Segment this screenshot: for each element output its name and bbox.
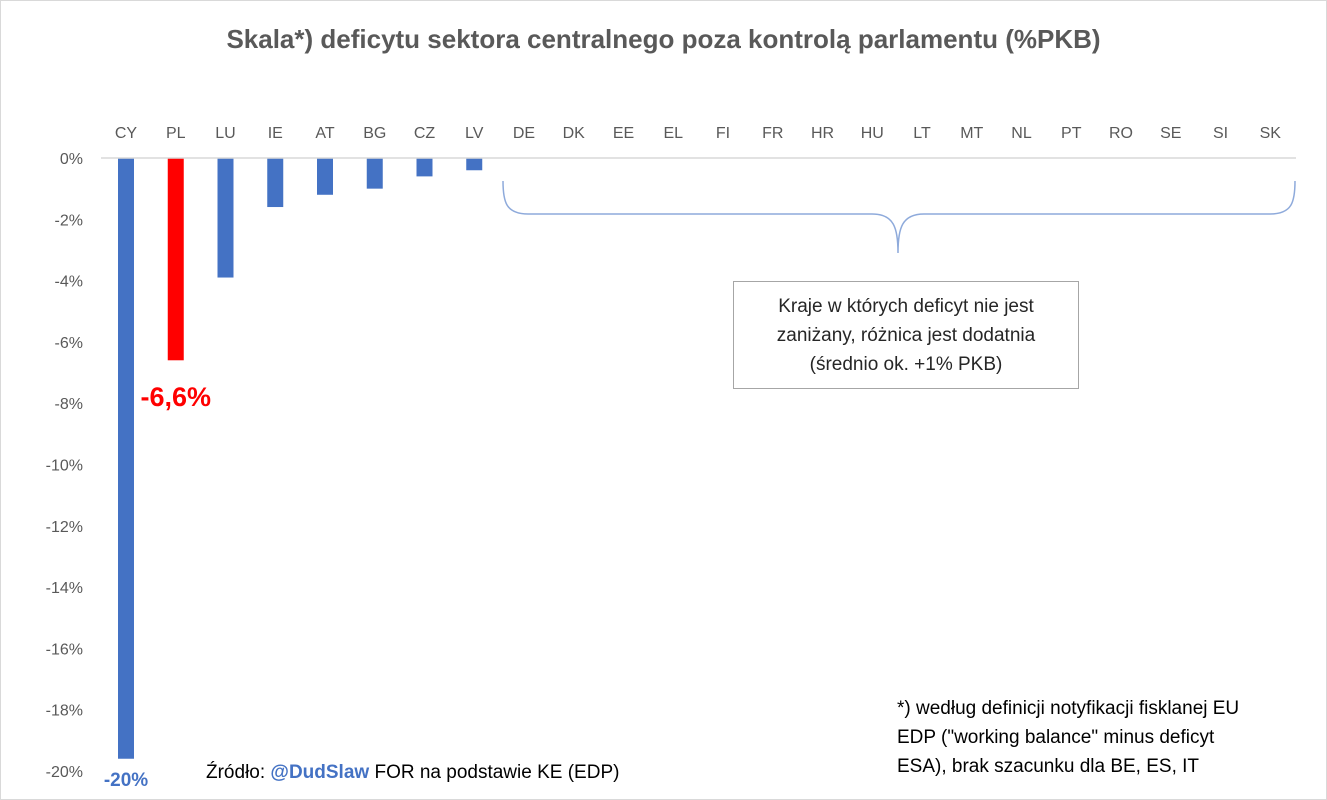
x-tick-label: FR xyxy=(762,125,783,142)
x-tick-label: MT xyxy=(960,125,983,142)
chart-title: Skala*) deficytu sektora centralnego poz… xyxy=(226,24,1101,54)
y-tick-label: -4% xyxy=(55,274,83,291)
x-tick-label: LV xyxy=(465,125,484,142)
x-tick-label: IE xyxy=(268,125,283,142)
y-tick-label: -16% xyxy=(46,641,83,658)
x-tick-label: CY xyxy=(115,125,138,142)
x-tick-label: RO xyxy=(1109,125,1133,142)
source-prefix: Źródło: xyxy=(206,762,271,783)
x-tick-label: SI xyxy=(1213,125,1228,142)
annotation-text: Kraje w których deficyt nie jest zaniżan… xyxy=(777,292,1035,379)
bar-lv xyxy=(466,158,483,171)
footnote-line: EDP ("working balance" minus deficyt xyxy=(897,727,1215,748)
y-tick-label: -6% xyxy=(55,335,83,352)
x-tick-label: BG xyxy=(363,125,386,142)
bar-lu xyxy=(217,158,234,278)
y-tick-label: -10% xyxy=(46,458,83,475)
footnote: *) według definicji notyfikacji fisklane… xyxy=(897,694,1317,781)
y-tick-label: 0% xyxy=(60,151,83,168)
y-tick-label: -12% xyxy=(46,519,83,536)
y-axis-ticks: 0% -2% -4% -6% -8% -10% -12% -14% -16% -18% -20% xyxy=(46,151,83,781)
x-axis-labels: CY PL LU IE AT BG CZ LV DE DK EE EL FI FR HR HU LT MT NL PT… xyxy=(115,125,1281,142)
bar-at xyxy=(317,158,333,195)
x-tick-label: EE xyxy=(613,125,634,142)
source-suffix: FOR na podstawie KE (EDP) xyxy=(369,762,620,783)
bar-cz xyxy=(416,158,433,177)
curly-brace xyxy=(502,180,1296,254)
y-tick-label: -20% xyxy=(46,764,83,781)
source-handle: @DudSlaw xyxy=(270,762,370,783)
data-labels: -6,6% -20% xyxy=(104,382,211,791)
x-tick-label: SK xyxy=(1260,125,1282,142)
y-tick-label: -8% xyxy=(55,396,83,413)
source-note: Źródło: @DudSlaw FOR na podstawie KE (ED… xyxy=(206,762,619,784)
y-tick-label: -14% xyxy=(46,580,83,597)
x-tick-label: EL xyxy=(663,125,683,142)
x-tick-label: DK xyxy=(563,125,586,142)
x-tick-label: LU xyxy=(215,125,235,142)
annotation-line: Kraje w których deficyt nie jest xyxy=(778,295,1034,317)
bar-cy xyxy=(118,158,134,759)
bar-ie xyxy=(267,158,284,208)
bar-pl xyxy=(167,158,184,361)
x-tick-label: NL xyxy=(1011,125,1032,142)
x-tick-label: PT xyxy=(1061,125,1082,142)
data-label-pl: -6,6% xyxy=(140,382,211,412)
footnote-line: ESA), brak szacunku dla BE, ES, IT xyxy=(897,756,1200,777)
x-tick-label: HU xyxy=(861,125,884,142)
annotation-line: zaniżany, różnica jest dodatnia xyxy=(776,324,1036,346)
x-tick-label: AT xyxy=(315,125,334,142)
x-tick-label: HR xyxy=(811,125,834,142)
footnote-line: *) według definicji notyfikacji fisklane… xyxy=(897,698,1240,719)
bar-bg xyxy=(366,158,383,189)
data-label-cy: -20% xyxy=(104,770,148,791)
annotation-box: Kraje w których deficyt nie jest zaniżan… xyxy=(733,281,1079,389)
y-tick-label: -2% xyxy=(55,212,83,229)
x-tick-label: PL xyxy=(166,125,186,142)
y-tick-label: -18% xyxy=(46,703,83,720)
annotation-line: (średnio ok. +1% PKB) xyxy=(809,353,1003,375)
x-tick-label: FI xyxy=(716,125,730,142)
x-tick-label: SE xyxy=(1160,125,1181,142)
bars xyxy=(118,158,483,759)
x-tick-label: LT xyxy=(913,125,931,142)
x-tick-label: DE xyxy=(513,125,535,142)
x-tick-label: CZ xyxy=(414,125,436,142)
